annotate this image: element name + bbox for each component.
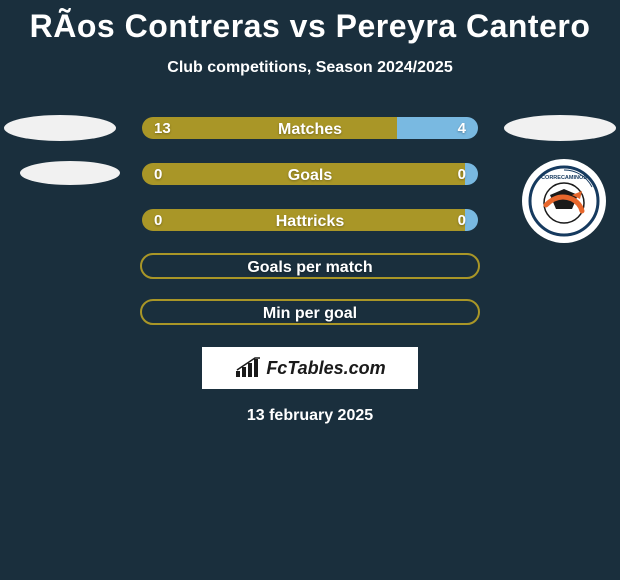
subtitle: Club competitions, Season 2024/2025 (0, 59, 620, 77)
stat-value-right: 0 (446, 166, 478, 183)
stat-bar-right: 0 (465, 209, 478, 231)
stat-label: Min per goal (142, 301, 478, 325)
brand-text: FcTables.com (266, 358, 385, 379)
page-title: RÃ­os Contreras vs Pereyra Cantero (0, 0, 620, 45)
stat-bar: 134Matches (140, 115, 480, 141)
stat-bar: Min per goal (140, 299, 480, 325)
stat-value-left: 0 (142, 166, 174, 183)
stat-rows: 134Matches00Goals00HattricksGoals per ma… (0, 105, 620, 335)
stat-row: 00Hattricks (0, 197, 620, 243)
stat-value-left: 0 (142, 212, 174, 229)
stat-value-left: 13 (142, 120, 183, 137)
stat-value-right: 4 (446, 120, 478, 137)
stat-bar: Goals per match (140, 253, 480, 279)
stat-row: Min per goal (0, 289, 620, 335)
stat-value-right: 0 (446, 212, 478, 229)
stat-bar: 00Goals (140, 161, 480, 187)
stat-bar-left: 13 (142, 117, 397, 139)
stat-bar-right: 4 (397, 117, 478, 139)
stat-bar: 00Hattricks (140, 207, 480, 233)
bars-icon (234, 357, 262, 379)
stat-row: Goals per match (0, 243, 620, 289)
stat-bar-left: 0 (142, 209, 465, 231)
brand-badge[interactable]: FcTables.com (202, 347, 418, 389)
stat-label: Goals per match (142, 255, 478, 279)
date-text: 13 february 2025 (0, 407, 620, 425)
stat-bar-right: 0 (465, 163, 478, 185)
stat-row: 134Matches (0, 105, 620, 151)
stat-bar-left: 0 (142, 163, 465, 185)
rows-container: CORRECAMINOS 134Matches00Goals00Hattrick… (0, 105, 620, 335)
stat-row: 00Goals (0, 151, 620, 197)
